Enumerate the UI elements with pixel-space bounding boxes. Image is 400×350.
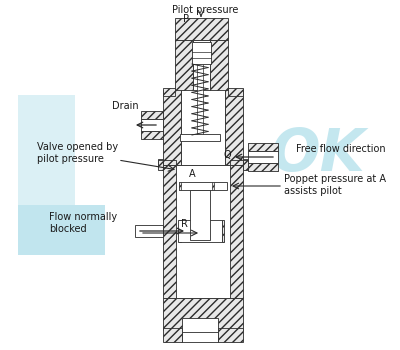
Bar [163, 165, 179, 298]
Text: Pilot pressure: Pilot pressure [172, 5, 238, 15]
Bar [243, 159, 248, 167]
Bar [190, 190, 210, 240]
Bar [141, 111, 163, 119]
Bar [230, 160, 248, 165]
Bar [218, 328, 243, 342]
Text: Valve opened by
pilot pressure: Valve opened by pilot pressure [37, 142, 118, 164]
Text: Flow normally
blocked: Flow normally blocked [49, 212, 117, 234]
Bar [158, 160, 176, 165]
Bar [225, 90, 243, 165]
Bar [197, 64, 203, 135]
Text: Poppet pressure at A
assists pilot: Poppet pressure at A assists pilot [284, 174, 386, 196]
Text: OK: OK [270, 126, 366, 183]
Bar [175, 40, 193, 92]
Bar [179, 182, 181, 190]
Bar [175, 18, 228, 40]
Bar [227, 165, 243, 298]
Bar [178, 220, 222, 242]
Bar [158, 159, 163, 167]
Bar [163, 298, 243, 330]
Bar [163, 328, 182, 342]
Text: Drain: Drain [112, 101, 138, 111]
Polygon shape [18, 205, 105, 255]
Text: A: A [189, 169, 196, 179]
Bar [181, 90, 225, 165]
Polygon shape [18, 95, 105, 255]
Bar [180, 134, 220, 141]
Text: P: P [183, 14, 189, 24]
Bar [248, 143, 278, 151]
Bar [135, 225, 163, 237]
Bar [141, 119, 163, 131]
Bar [163, 90, 181, 165]
Bar [192, 42, 211, 64]
Bar [210, 40, 228, 92]
Text: R: R [181, 219, 188, 229]
Bar [163, 88, 175, 96]
Bar [248, 163, 278, 171]
Bar [179, 182, 227, 190]
Bar [193, 40, 210, 92]
Bar [248, 151, 278, 163]
Bar [179, 220, 181, 242]
Text: Q: Q [224, 150, 232, 160]
Text: Free flow direction: Free flow direction [296, 144, 386, 154]
Bar [182, 328, 218, 342]
Bar [243, 160, 248, 170]
Bar [182, 318, 218, 332]
Bar [176, 165, 230, 298]
Bar [141, 131, 163, 139]
Bar [212, 182, 214, 190]
Bar [222, 220, 224, 242]
Bar [158, 160, 163, 170]
Bar [228, 88, 243, 96]
